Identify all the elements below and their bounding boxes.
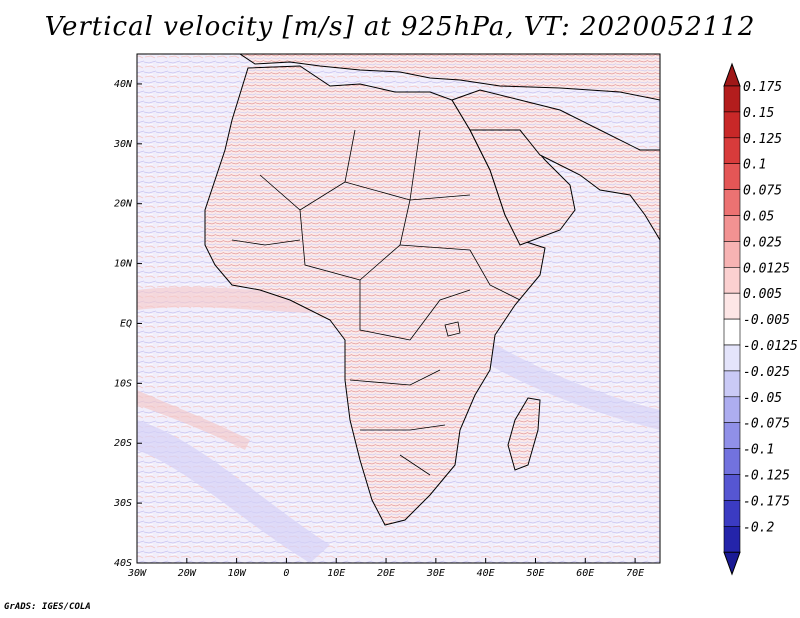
colorbar-label: 0.005 [743,287,782,302]
colorbar-label: -0.005 [743,313,790,328]
y-tick-label: 20S [114,438,132,449]
y-tick-label: 10N [114,259,133,270]
x-axis-ticks: 30W 20W 10W 0 10E 20E 30E 40E 50E 60E 70E [127,558,644,579]
colorbar-min-arrow [723,551,741,576]
colorbar-swatch [723,525,741,553]
colorbar-label: -0.075 [743,417,790,432]
colorbar-label: 0.075 [743,184,782,199]
colorbar-label: 0.025 [743,235,782,250]
colorbar-swatch [723,318,741,346]
colorbar-label: 0.05 [743,210,774,225]
colorbar-swatch [723,189,741,216]
colorbar-label: -0.2 [743,520,774,535]
europe-landmass [239,54,660,101]
colorbar-swatch [723,137,741,165]
x-tick-label: 0 [283,568,289,579]
colorbar-swatch [723,396,741,423]
middle-east-asia-landmass [451,89,660,241]
map-title: Vertical velocity [m/s] at 925hPa, VT: 2… [44,12,756,42]
colorbar-label: -0.025 [743,365,790,380]
colorbar-label: 0.1 [743,158,766,173]
colorbar-label: 0.175 [743,80,782,95]
x-tick-label: 20E [377,568,395,579]
madagascar [507,397,541,471]
y-tick-label: EQ [120,318,132,329]
colorbar: 0.175 0.15 0.125 0.1 0.075 0.05 0.025 0.0125 0.0… [723,62,798,576]
colorbar-label: -0.0125 [743,339,798,354]
x-tick-label: 70E [626,568,644,579]
x-tick-label: 10E [327,568,345,579]
x-tick-label: 20W [178,568,197,579]
map-plot-area [137,54,660,563]
colorbar-swatch [723,266,741,294]
colorbar-swatch [723,370,741,398]
colorbar-swatch [723,474,741,501]
y-axis-ticks: 40N 30N 20N 10N EQ 10S 20S 30S 40S [113,79,142,569]
colorbar-label: 0.125 [743,132,782,147]
indian-ocean-streak [465,330,660,430]
colorbar-label: -0.175 [743,494,790,509]
x-tick-label: 30W [127,568,147,579]
y-tick-label: 40N [114,79,133,90]
footer-credit: GrADS: IGES/COLA [4,602,91,612]
southern-ocean-band [137,420,330,563]
colorbar-label: -0.1 [743,443,774,458]
colorbar-label: 0.0125 [743,261,790,276]
x-tick-label: 60E [576,568,594,579]
south-atlantic-streak [137,390,250,450]
y-tick-label: 40S [114,558,132,569]
colorbar-swatch [723,344,741,372]
colorbar-swatch [723,448,741,475]
colorbar-label: -0.05 [743,391,782,406]
colorbar-swatch [723,85,741,113]
colorbar-swatch [723,241,741,268]
map-frame [136,53,661,564]
colorbar-swatch [723,500,741,527]
x-tick-label: 10W [228,568,247,579]
x-tick-label: 50E [526,568,544,579]
y-tick-label: 30S [113,498,132,509]
colorbar-swatch [723,292,741,320]
colorbar-max-arrow [723,62,741,87]
y-tick-label: 30N [113,139,133,150]
colorbar-swatch [723,163,741,190]
lake-victoria [444,321,461,337]
x-tick-label: 30E [426,568,445,579]
colorbar-swatch [723,215,741,242]
colorbar-swatch [723,422,741,449]
x-tick-label: 40E [477,568,495,579]
colorbar-label: 0.15 [743,106,774,121]
y-tick-label: 10S [114,378,132,389]
country-borders [231,129,521,476]
colorbar-label: -0.125 [743,469,790,484]
y-tick-label: 20N [114,199,133,210]
colorbar-swatch [723,111,741,139]
